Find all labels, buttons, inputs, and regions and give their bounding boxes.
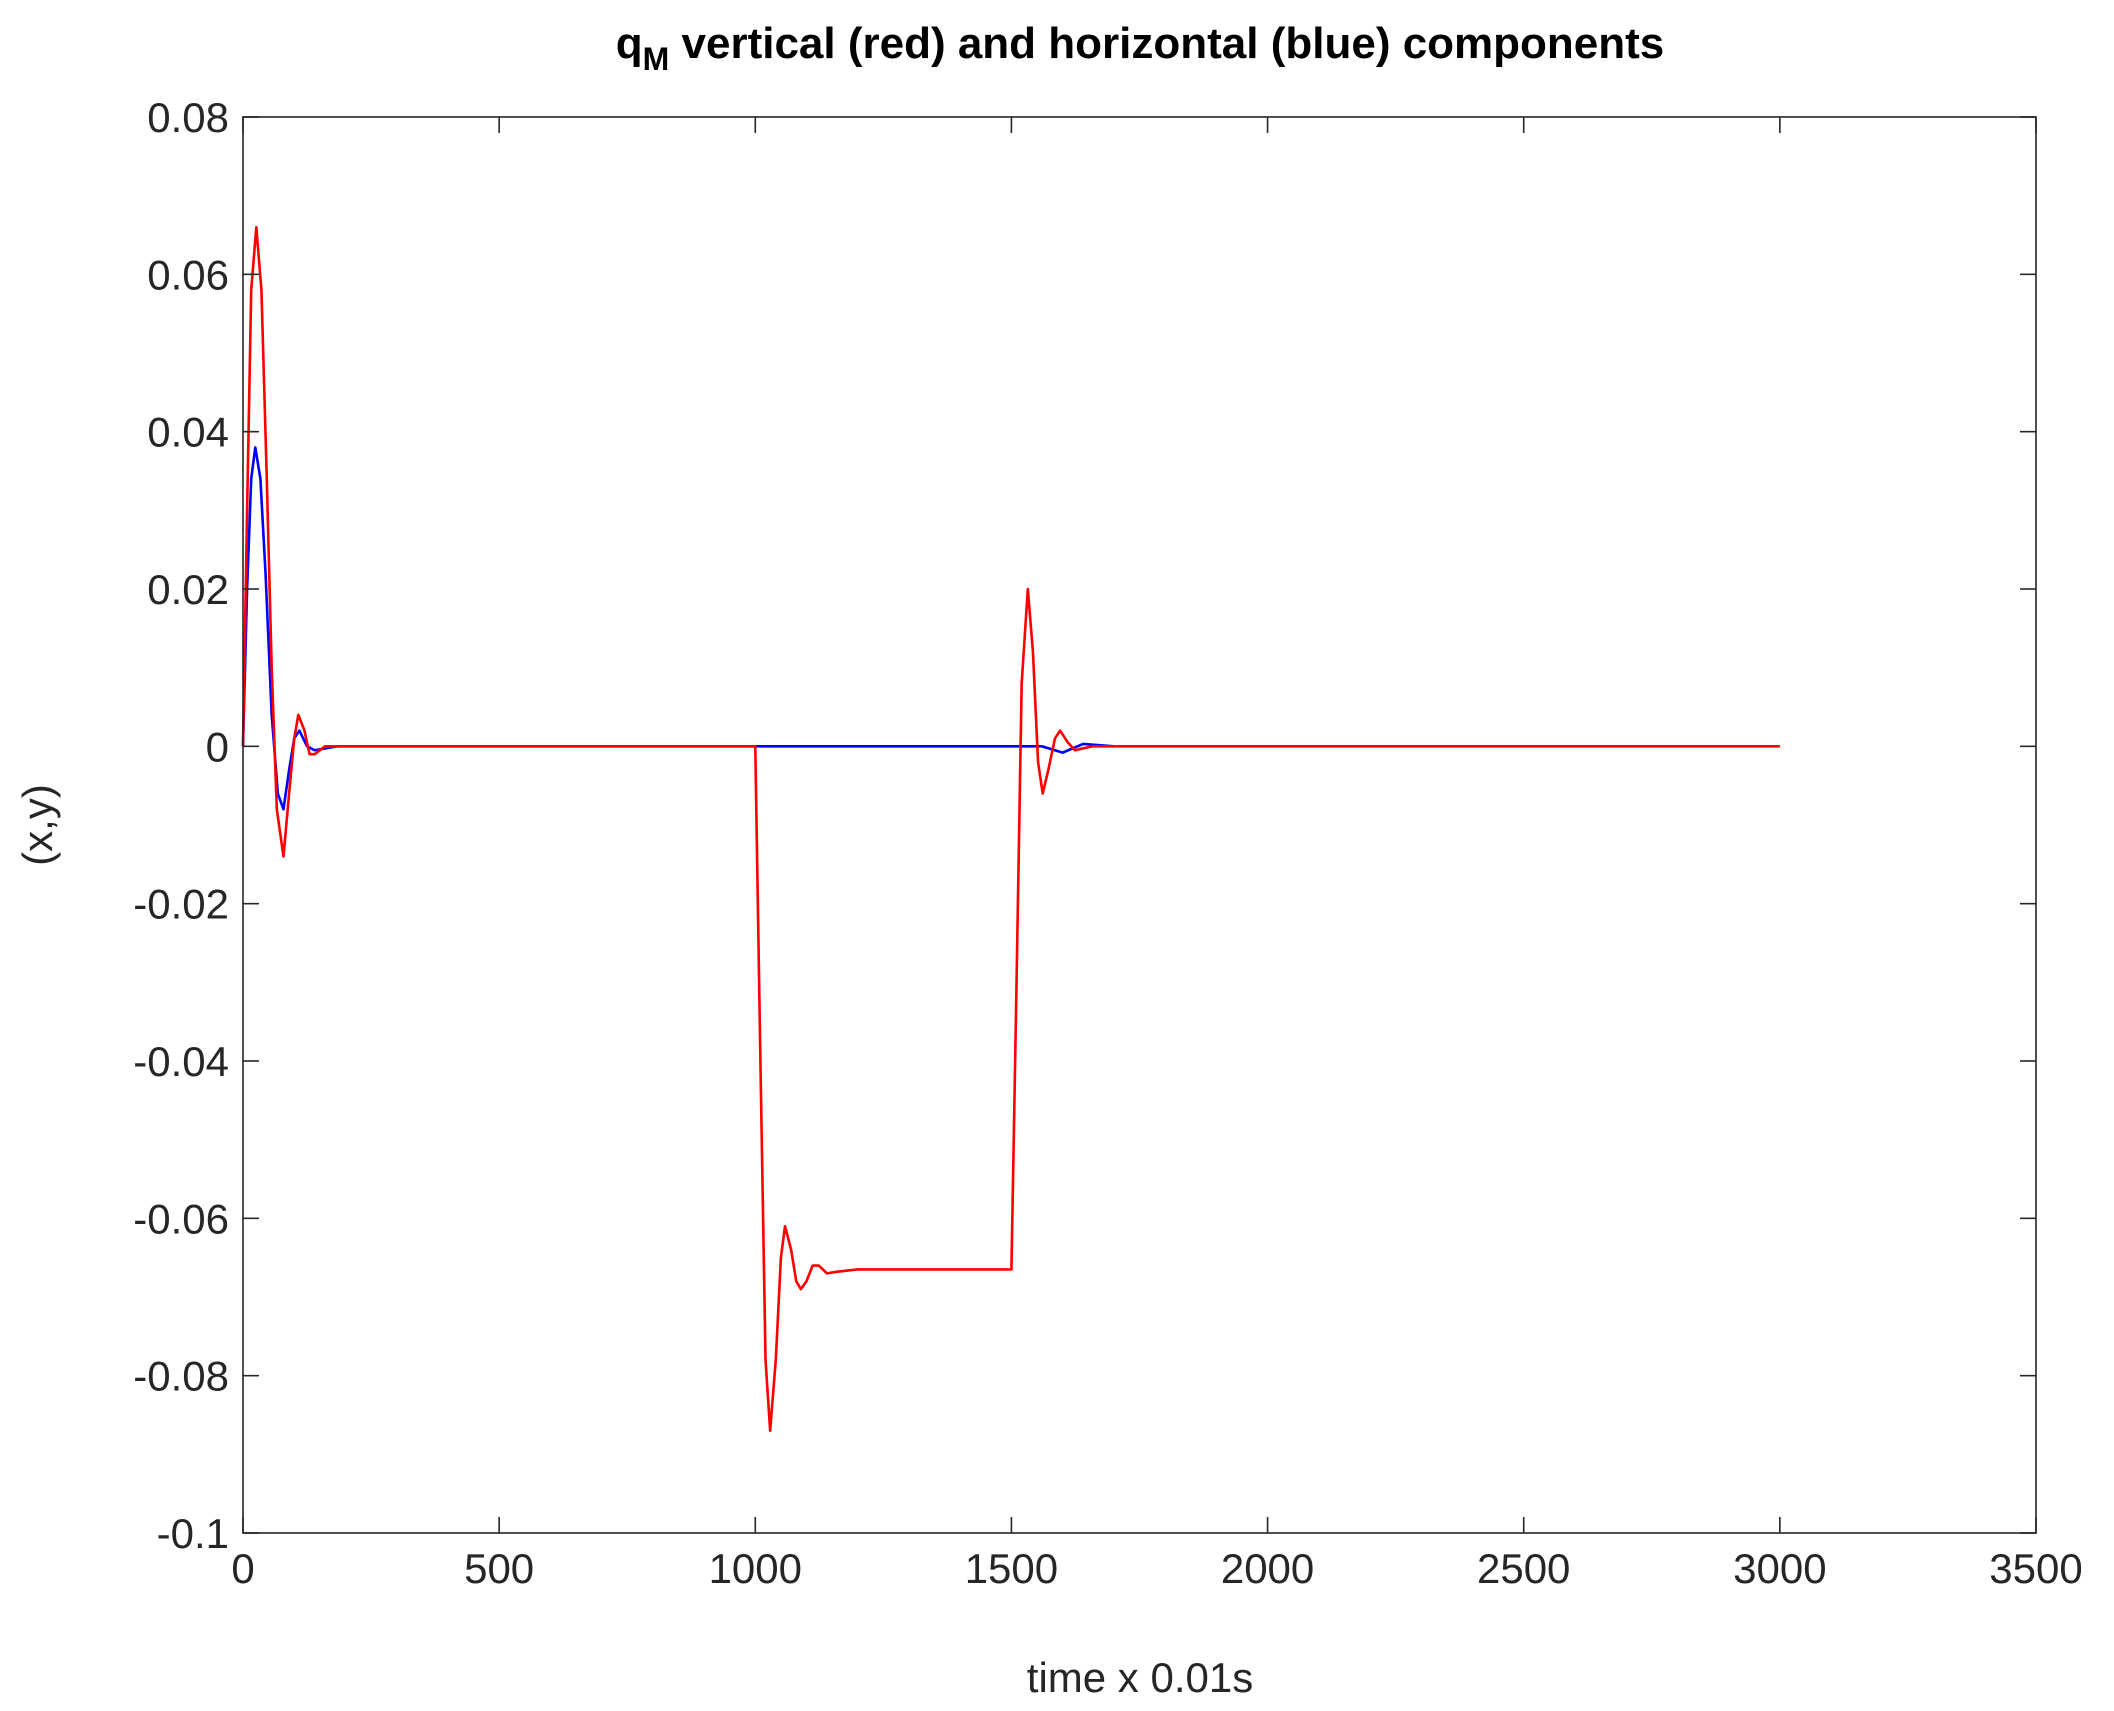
- y-tick-label: -0.1: [157, 1510, 229, 1557]
- chart-title: qM vertical (red) and horizontal (blue) …: [616, 19, 1665, 77]
- y-tick-label: -0.08: [133, 1353, 229, 1400]
- data-line: [241, 225, 1780, 1433]
- y-tick-label: -0.06: [133, 1195, 229, 1242]
- title-base: q: [616, 19, 643, 68]
- x-tick-label: 3500: [1989, 1545, 2082, 1592]
- y-tick-label: 0.04: [147, 409, 229, 456]
- x-axis-label: time x 0.01s: [1027, 1654, 1253, 1701]
- y-tick-label: 0.02: [147, 566, 229, 613]
- x-tick-label: 0: [231, 1545, 254, 1592]
- x-tick-label: 1500: [965, 1545, 1058, 1592]
- x-tick-label: 3000: [1733, 1545, 1826, 1592]
- x-tick-label: 2000: [1221, 1545, 1314, 1592]
- y-axis-label: (x,y): [14, 784, 61, 866]
- y-tick-label: 0.06: [147, 251, 229, 298]
- title-subscript: M: [643, 41, 670, 77]
- plot-frame: [242, 116, 2037, 1534]
- x-tick-label: 1000: [709, 1545, 802, 1592]
- y-tick-label: 0: [206, 723, 229, 770]
- x-tick-label: 500: [464, 1545, 534, 1592]
- title-text: vertical (red) and horizontal (blue) com…: [669, 19, 1664, 68]
- y-tick-label: -0.04: [133, 1038, 229, 1085]
- x-tick-label: 2500: [1477, 1545, 1570, 1592]
- y-tick-label: -0.02: [133, 881, 229, 928]
- y-tick-label: 0.08: [147, 94, 229, 141]
